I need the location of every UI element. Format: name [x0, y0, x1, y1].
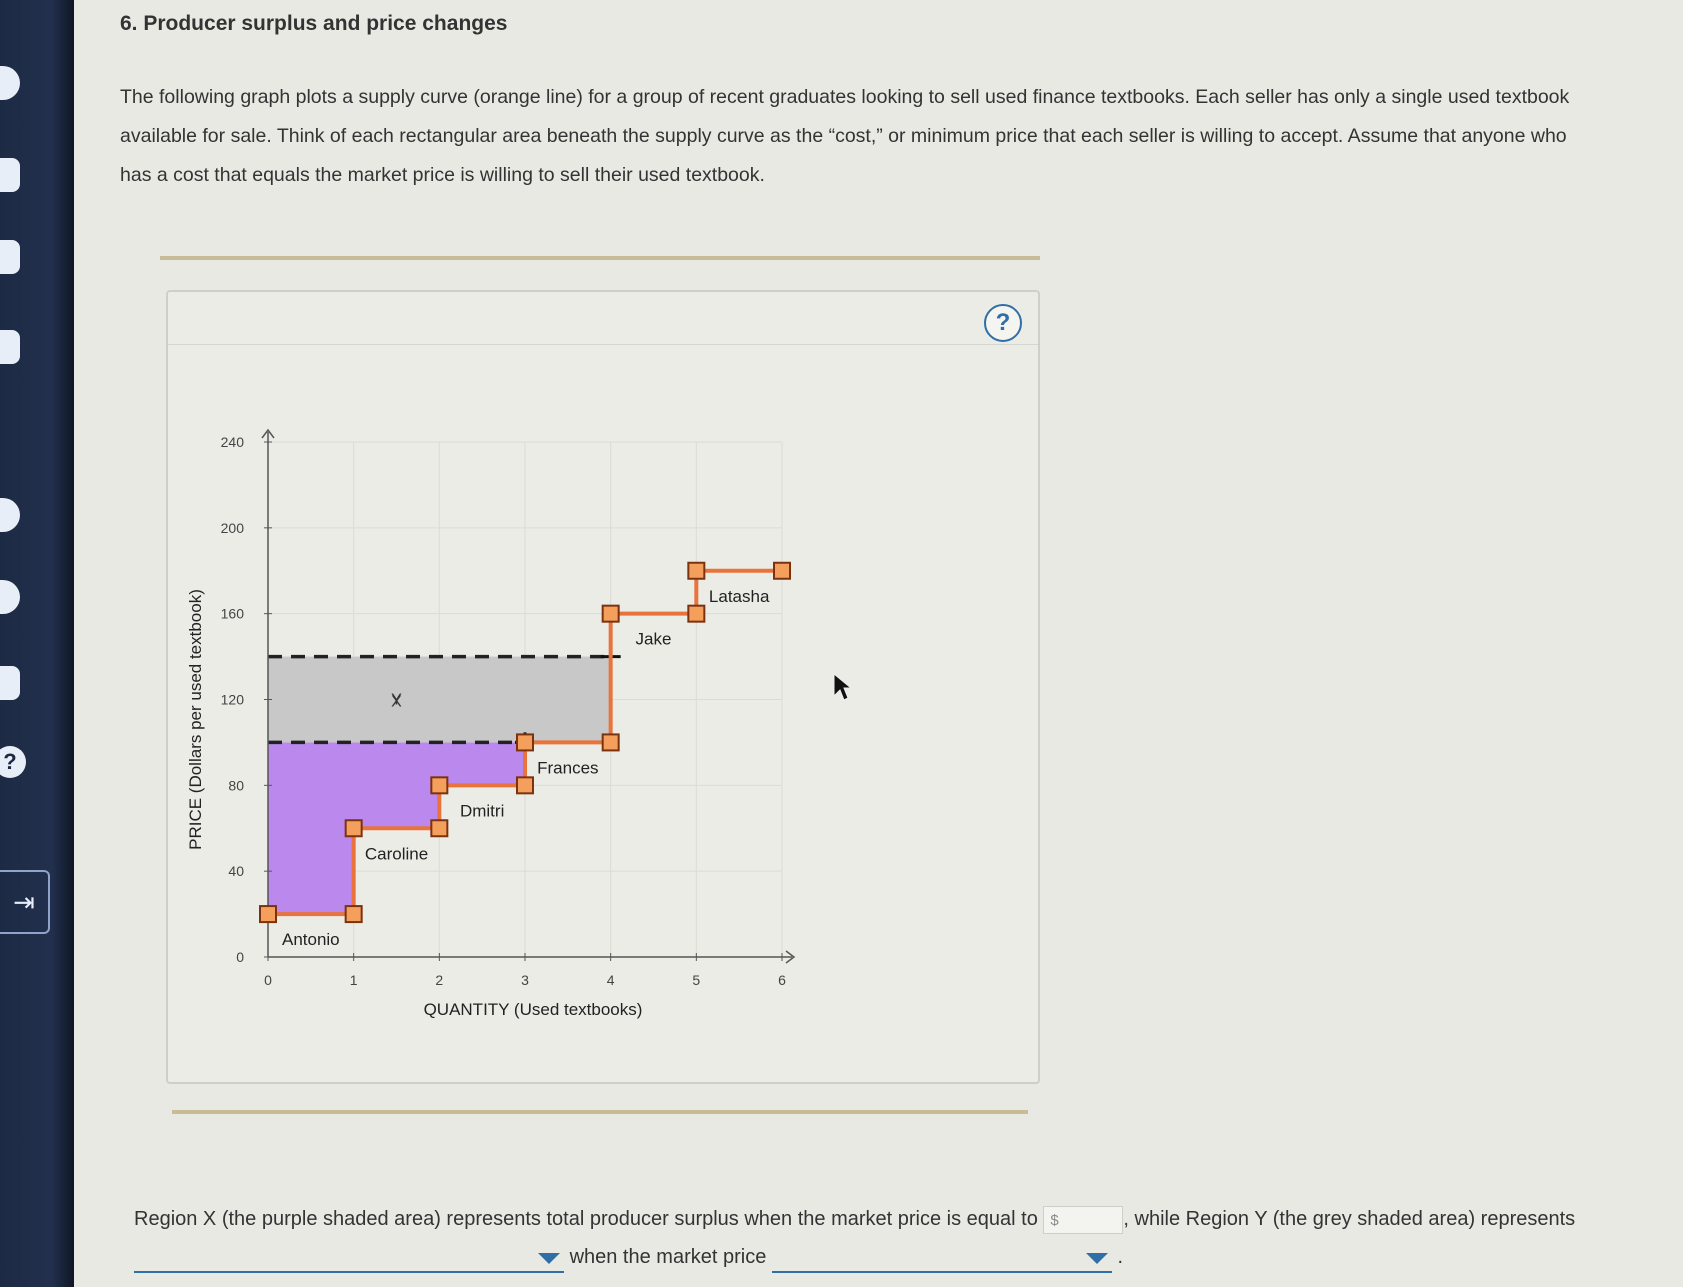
answer-end: . — [1117, 1246, 1124, 1268]
x-tick-label: 6 — [778, 972, 786, 988]
y-tick-label: 240 — [221, 434, 245, 450]
supply-point-handle[interactable] — [601, 733, 620, 752]
x-tick-label: 1 — [350, 972, 358, 988]
seller-label: Caroline — [365, 844, 428, 863]
x-axis-arrow-icon — [785, 950, 796, 964]
list-icon[interactable] — [0, 158, 20, 192]
supply-point-handle[interactable] — [430, 776, 449, 795]
question-intro: The following graph plots a supply curve… — [120, 86, 1570, 186]
top-divider — [160, 256, 1040, 260]
x-tick-label: 3 — [521, 972, 529, 988]
y-tick-label: 40 — [228, 863, 244, 879]
x-axis-label: QUANTITY (Used textbooks) — [424, 1000, 643, 1019]
supply-graph[interactable]: 0 1 2 3 4 5 6 0 40 80 120 160 200 240 QUANTITY (Used t… — [168, 292, 1038, 1082]
supply-point-handle[interactable] — [516, 776, 534, 795]
x-tick-label: 2 — [435, 972, 443, 988]
region-y-area — [268, 656, 611, 743]
price-input[interactable]: $ — [1043, 1205, 1124, 1234]
supply-point-handle[interactable] — [687, 561, 706, 580]
back-icon[interactable] — [0, 66, 20, 100]
supply-point-handle[interactable] — [773, 561, 791, 580]
folder-icon[interactable] — [0, 666, 20, 700]
y-tick-label: 80 — [228, 777, 244, 793]
seller-label: Antonio — [282, 930, 340, 949]
x-tick-label: 5 — [692, 972, 700, 988]
screen-icon[interactable] — [0, 330, 20, 364]
answer-text-1: Region X (the purple shaded area) repres… — [134, 1208, 1038, 1230]
answer-text-2: , while Region Y (the grey shaded area) … — [1123, 1208, 1576, 1230]
y-axis-arrow-icon — [261, 428, 275, 439]
mouse-cursor-icon — [833, 672, 852, 701]
supply-point-handle[interactable] — [601, 604, 620, 623]
question-title: 6. Producer surplus and price changes — [120, 12, 508, 35]
book-icon[interactable] — [0, 240, 20, 274]
market-price-dropdown[interactable] — [771, 1243, 1112, 1273]
supply-point-handle[interactable] — [344, 905, 363, 924]
y-tick-label: 200 — [221, 520, 245, 536]
graph-panel: ? 0 1 2 3 4 5 6 0 40 80 120 160 200 240 QUANTITY (Used… — [166, 290, 1040, 1084]
bottom-divider — [172, 1110, 1028, 1114]
y-tick-label: 160 — [221, 606, 245, 622]
region-y-label: Y — [391, 692, 402, 709]
y-tick-label: 120 — [221, 692, 245, 708]
seller-label: Jake — [636, 630, 672, 649]
chevron-down-icon — [1085, 1252, 1108, 1264]
key-icon[interactable] — [0, 498, 20, 532]
help-button[interactable]: ? — [984, 304, 1022, 342]
supply-point-handle[interactable] — [344, 819, 363, 838]
region-y-dropdown[interactable] — [134, 1243, 564, 1273]
answer-text-3: when the market price — [569, 1246, 767, 1268]
sidebar: ? ⇥ — [0, 0, 74, 1287]
x-tick-label: 4 — [607, 972, 615, 988]
region-x-label: X — [391, 693, 402, 710]
seller-label: Dmitri — [460, 801, 504, 820]
answer-sentence: Region X (the purple shaded area) repres… — [134, 1200, 1584, 1276]
supply-point-handle[interactable] — [430, 819, 449, 838]
x-tick-label: 0 — [264, 972, 272, 988]
panel-toolbar-divider — [168, 344, 1038, 345]
supply-point-handle[interactable] — [516, 733, 534, 752]
y-axis-label: PRICE (Dollars per used textbook) — [186, 589, 205, 850]
supply-point-handle[interactable] — [687, 604, 706, 623]
supply-point-handle[interactable] — [259, 905, 277, 924]
chevron-down-icon — [538, 1252, 560, 1264]
cap-icon[interactable] — [0, 580, 20, 614]
seller-label: Latasha — [709, 587, 770, 606]
exit-icon[interactable]: ⇥ — [0, 870, 50, 934]
seller-label: Frances — [537, 758, 598, 777]
help-icon[interactable]: ? — [0, 746, 26, 778]
y-tick-label: 0 — [236, 949, 244, 965]
